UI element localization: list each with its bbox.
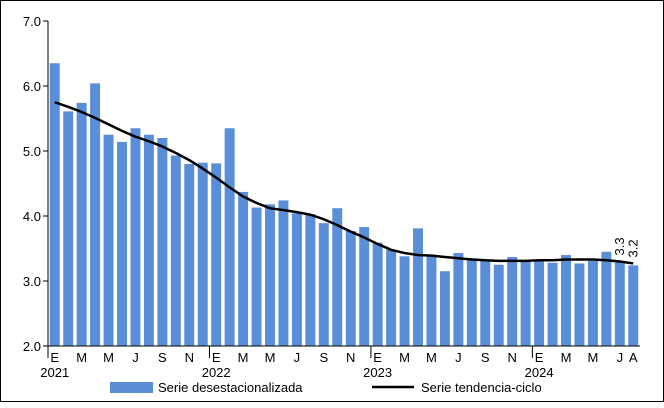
x-tick-label: A — [629, 350, 638, 365]
bar — [305, 214, 316, 346]
bar — [587, 260, 598, 346]
bar — [345, 230, 356, 346]
year-label: 2023 — [363, 365, 392, 380]
bar — [601, 251, 612, 346]
bar — [117, 141, 127, 346]
bar — [480, 259, 491, 346]
legend-label-line: Serie tendencia-ciclo — [421, 380, 542, 395]
bar — [332, 208, 343, 346]
y-tick-label: 5.0 — [23, 144, 41, 159]
bar — [291, 213, 302, 346]
x-tick-label: M — [76, 350, 87, 365]
bar — [439, 271, 450, 346]
x-tick-label: M — [426, 350, 437, 365]
x-tick-label: E — [212, 350, 221, 365]
x-tick-label: J — [294, 350, 301, 365]
y-tick-label: 4.0 — [23, 209, 41, 224]
bar — [413, 228, 423, 346]
y-tick-label: 2.0 — [23, 339, 41, 354]
legend-swatch-bars — [110, 382, 153, 393]
bar — [534, 259, 545, 346]
legend-label-bars: Serie desestacionalizada — [158, 380, 303, 395]
x-tick-label: M — [561, 350, 572, 365]
y-tick-label: 3.0 — [23, 274, 41, 289]
bar — [224, 128, 235, 346]
x-tick-label: S — [158, 350, 167, 365]
bar — [143, 134, 154, 346]
bar — [265, 204, 275, 346]
trend-line — [54, 101, 634, 265]
bar — [614, 261, 625, 346]
bar — [507, 256, 518, 346]
year-label: 2022 — [202, 365, 231, 380]
x-tick-label: E — [373, 350, 382, 365]
bar — [170, 155, 181, 346]
y-tick-label: 7.0 — [23, 14, 41, 29]
x-tick-label: M — [399, 350, 410, 365]
bar — [561, 255, 571, 346]
bar — [574, 263, 585, 346]
bar — [76, 102, 87, 347]
bar — [318, 223, 329, 346]
bar — [184, 164, 195, 346]
bar — [130, 128, 141, 346]
bar — [211, 163, 222, 346]
bar — [238, 191, 249, 346]
bar — [278, 200, 289, 346]
data-label: 3.2 — [625, 239, 640, 257]
bar — [359, 227, 370, 346]
bar — [90, 83, 101, 347]
x-tick-label: M — [238, 350, 249, 365]
bar — [103, 134, 114, 346]
bar — [49, 63, 60, 346]
x-tick-label: M — [265, 350, 276, 365]
x-tick-label: J — [455, 350, 462, 365]
bar — [63, 111, 74, 346]
bar — [157, 138, 168, 346]
x-tick-label: S — [481, 350, 490, 365]
bar — [426, 255, 437, 346]
x-tick-label: N — [507, 350, 516, 365]
year-label: 2021 — [40, 365, 69, 380]
bar — [493, 264, 504, 346]
bar — [399, 256, 410, 346]
y-tick-label: 6.0 — [23, 79, 41, 94]
x-tick-label: N — [346, 350, 355, 365]
x-tick-label: S — [319, 350, 328, 365]
bar — [372, 242, 383, 346]
x-tick-label: J — [617, 350, 624, 365]
bar — [466, 258, 477, 346]
x-tick-label: N — [185, 350, 194, 365]
bar — [547, 262, 558, 346]
x-tick-label: E — [50, 350, 59, 365]
bar — [628, 265, 639, 346]
bar — [197, 162, 208, 346]
data-label: 3.3 — [612, 237, 627, 255]
x-tick-label: M — [103, 350, 114, 365]
bar — [251, 207, 262, 346]
bar — [453, 253, 464, 346]
x-tick-label: E — [535, 350, 544, 365]
x-tick-label: J — [132, 350, 139, 365]
bar — [520, 260, 531, 346]
year-label: 2024 — [525, 365, 554, 380]
x-tick-label: M — [587, 350, 598, 365]
bar — [386, 249, 397, 346]
